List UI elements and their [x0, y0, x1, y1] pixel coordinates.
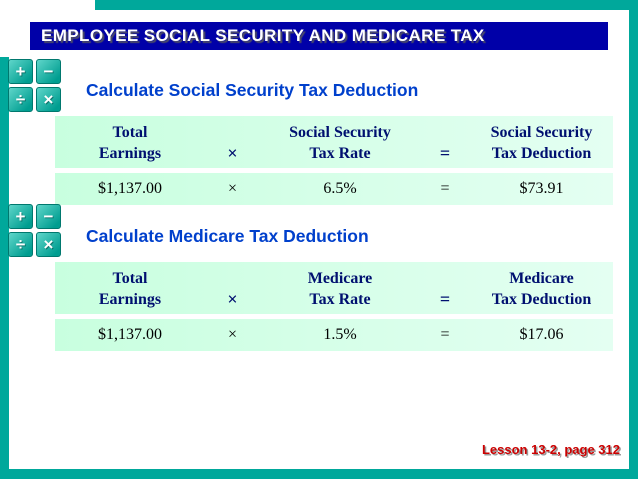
table-header-row: Total Earnings × Social Security Tax Rat…: [55, 116, 613, 168]
calculator-icon-block: + − ÷ ×: [8, 204, 61, 257]
slide-title: EMPLOYEE SOCIAL SECURITY AND MEDICARE TA…: [41, 26, 485, 45]
frame-left-border: [0, 57, 9, 479]
value-tax-deduction: $17.06: [519, 326, 564, 343]
header-tax-rate: Medicare Tax Rate: [307, 270, 373, 308]
value-earnings: $1,137.00: [98, 326, 162, 343]
plus-icon: +: [8, 59, 33, 84]
value-multiply-sign: ×: [227, 326, 238, 343]
header-tax-deduction: Social Security Tax Deduction: [490, 124, 593, 162]
table-divider: [55, 314, 613, 319]
minus-icon: −: [36, 204, 61, 229]
divide-icon: ÷: [8, 87, 33, 112]
plus-icon: +: [8, 204, 33, 229]
frame-top-border: [95, 0, 638, 10]
minus-icon: −: [36, 59, 61, 84]
value-earnings: $1,137.00: [98, 180, 162, 197]
divide-icon: ÷: [8, 232, 33, 257]
multiply-icon: ×: [36, 232, 61, 257]
header-total-earnings: Total Earnings: [98, 124, 162, 162]
frame-right-border: [629, 0, 638, 479]
header-equals-sign: =: [439, 143, 451, 163]
header-equals-sign: =: [439, 289, 451, 309]
value-tax-deduction: $73.91: [519, 180, 564, 197]
title-bar: EMPLOYEE SOCIAL SECURITY AND MEDICARE TA…: [30, 22, 608, 50]
value-multiply-sign: ×: [227, 180, 238, 197]
medicare-table: Total Earnings × Medicare Tax Rate = Med…: [55, 262, 613, 351]
calculator-icon-block: + − ÷ ×: [8, 59, 61, 112]
section-heading-social-security: Calculate Social Security Tax Deduction: [86, 80, 419, 100]
section-heading-medicare: Calculate Medicare Tax Deduction: [86, 226, 369, 246]
table-value-row: $1,137.00 × 1.5% = $17.06: [55, 319, 613, 351]
value-equals-sign: =: [440, 180, 450, 197]
value-tax-rate: 1.5%: [323, 326, 357, 343]
lesson-reference: Lesson 13-2, page 312: [481, 442, 620, 457]
header-multiply-sign: ×: [227, 143, 238, 163]
social-security-table: Total Earnings × Social Security Tax Rat…: [55, 116, 613, 205]
value-equals-sign: =: [440, 326, 450, 343]
header-multiply-sign: ×: [227, 289, 238, 309]
table-divider: [55, 168, 613, 173]
multiply-icon: ×: [36, 87, 61, 112]
frame-bottom-border: [0, 469, 638, 479]
header-tax-deduction: Medicare Tax Deduction: [491, 270, 592, 308]
header-tax-rate: Social Security Tax Rate: [289, 124, 391, 162]
table-header-row: Total Earnings × Medicare Tax Rate = Med…: [55, 262, 613, 314]
table-value-row: $1,137.00 × 6.5% = $73.91: [55, 173, 613, 205]
value-tax-rate: 6.5%: [323, 180, 357, 197]
header-total-earnings: Total Earnings: [98, 270, 162, 308]
